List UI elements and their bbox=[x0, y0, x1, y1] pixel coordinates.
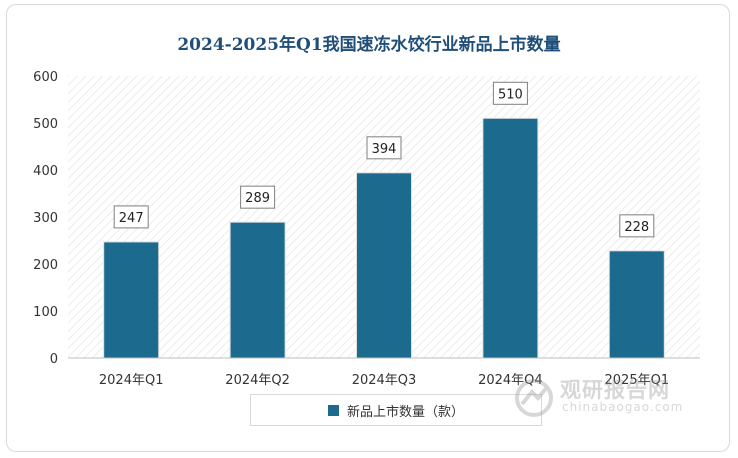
bar bbox=[103, 241, 160, 359]
legend: 新品上市数量（款） bbox=[250, 394, 542, 426]
data-label-box bbox=[619, 214, 655, 238]
data-label-box bbox=[366, 136, 402, 160]
bar bbox=[229, 221, 286, 359]
data-label: 510 bbox=[498, 87, 523, 102]
y-tick-label: 100 bbox=[33, 305, 58, 320]
x-tick-label: 2025年Q1 bbox=[605, 373, 670, 388]
watermark-name: 观研报告网 bbox=[560, 378, 670, 402]
data-label: 394 bbox=[372, 142, 397, 157]
x-tick-label: 2024年Q1 bbox=[99, 373, 164, 388]
x-tick-label: 2024年Q2 bbox=[225, 373, 290, 388]
data-label-box bbox=[240, 185, 276, 209]
legend-label: 新品上市数量（款） bbox=[346, 404, 464, 420]
y-tick-label: 200 bbox=[33, 258, 58, 273]
legend-swatch bbox=[327, 404, 339, 416]
data-label: 247 bbox=[119, 211, 144, 226]
x-tick-label: 2024年Q3 bbox=[352, 373, 417, 388]
watermark-logo bbox=[515, 379, 553, 417]
watermark: 观研报告网 chinabaogao.com bbox=[510, 372, 710, 422]
y-tick-label: 400 bbox=[33, 164, 58, 179]
chart-title: 2024-2025年Q1我国速冻水饺行业新品上市数量 bbox=[177, 35, 561, 55]
bar bbox=[356, 172, 412, 359]
y-tick-label: 500 bbox=[33, 117, 58, 132]
y-tick-label: 600 bbox=[33, 70, 58, 85]
watermark-url: chinabaogao.com bbox=[562, 400, 684, 414]
data-label-box bbox=[113, 205, 149, 229]
y-tick-label: 0 bbox=[50, 352, 58, 367]
bar bbox=[608, 250, 665, 359]
x-tick-label: 2024年Q4 bbox=[478, 373, 543, 388]
data-label: 289 bbox=[245, 191, 270, 206]
data-label-box bbox=[492, 81, 528, 105]
bar bbox=[482, 117, 539, 359]
data-label: 228 bbox=[624, 220, 649, 235]
y-tick-label: 300 bbox=[33, 211, 58, 226]
